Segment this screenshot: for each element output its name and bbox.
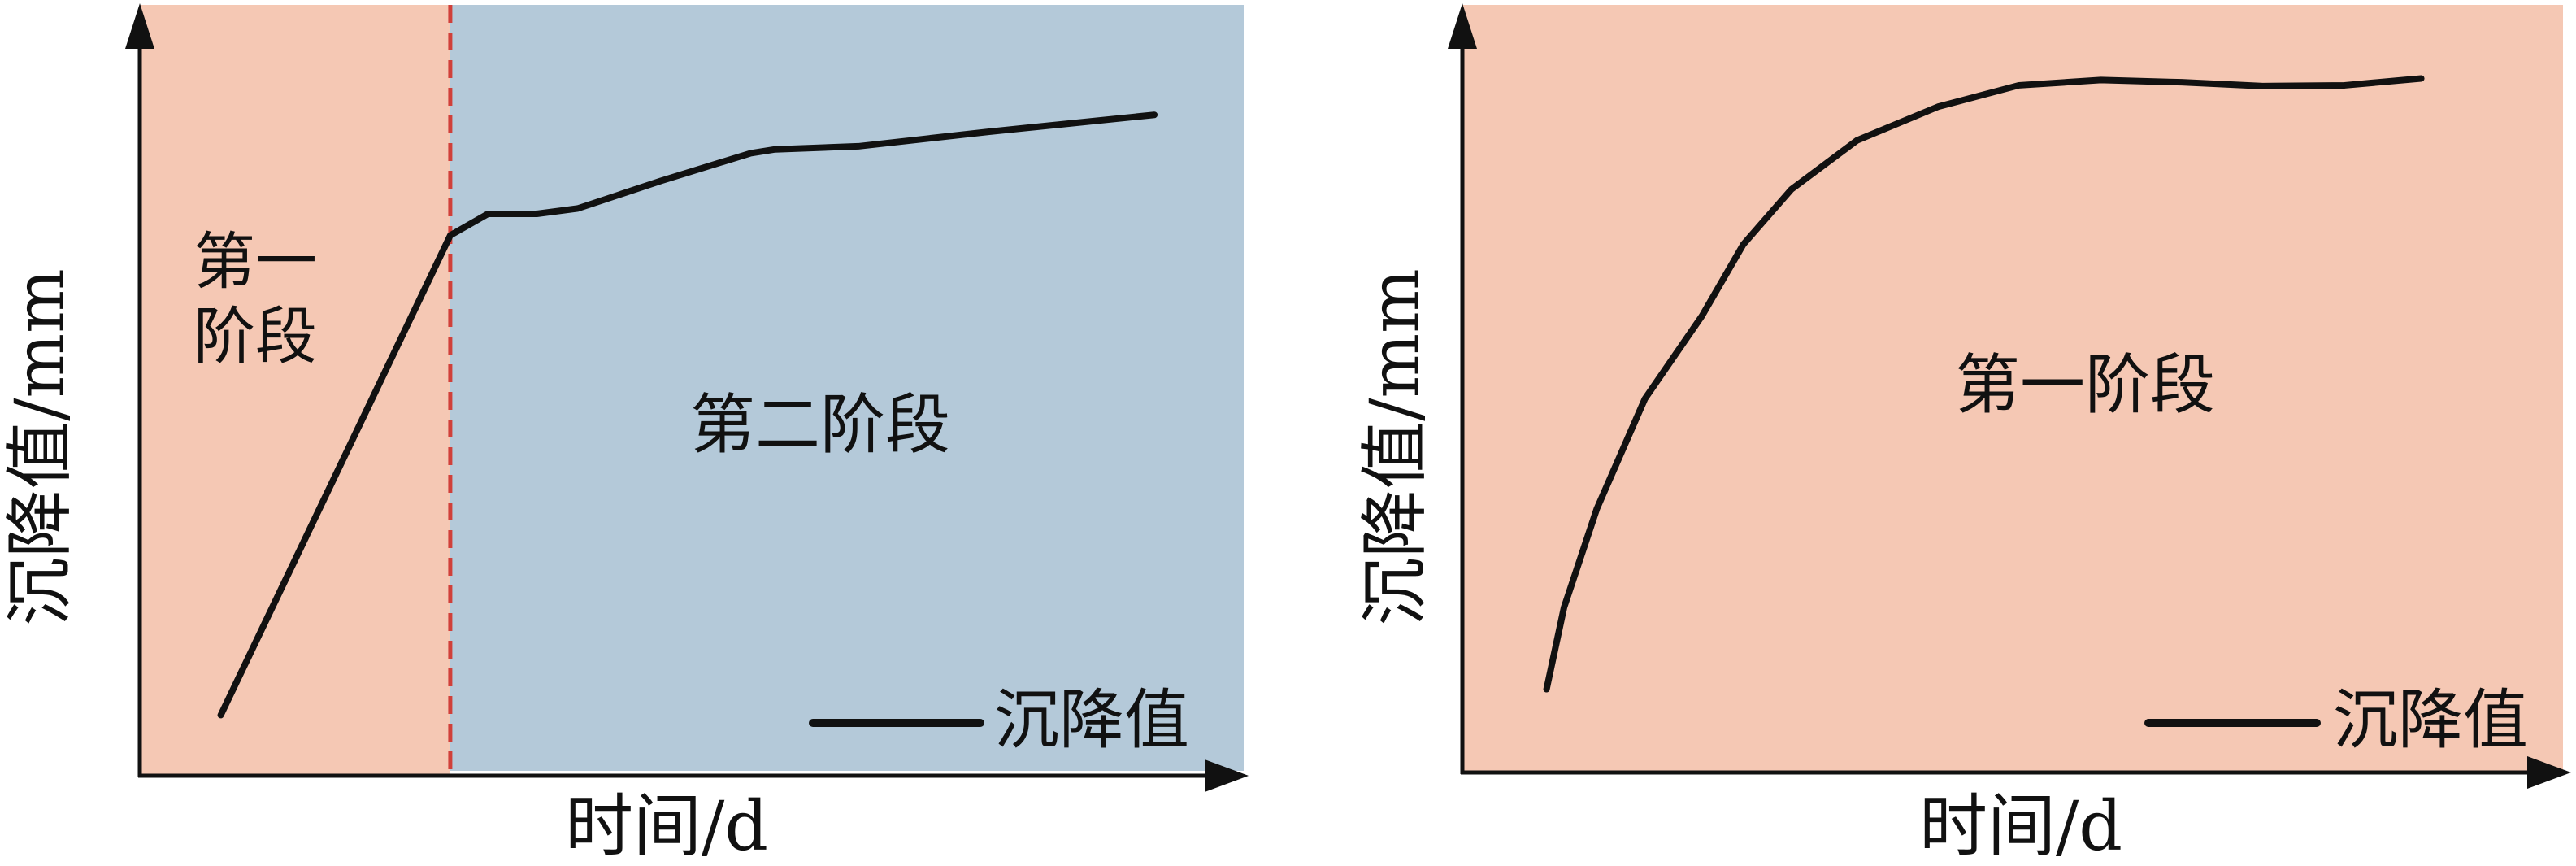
region-label-stage-one: 第一阶段 <box>1955 347 2215 423</box>
x-axis-arrow-icon <box>2527 756 2571 789</box>
stage-two-region <box>450 5 1244 771</box>
series-line-settlement <box>217 111 1158 719</box>
region-label-stage-two: 第二阶段 <box>690 387 950 463</box>
y-axis-label: 沉降值/mm <box>1355 268 1435 626</box>
x-axis-label: 时间/d <box>565 786 768 866</box>
legend-label: 沉降值 <box>2333 682 2528 758</box>
region-label-stage-one-line1: 第一 <box>193 225 317 298</box>
region-label-stage-one-line2: 阶段 <box>193 300 317 372</box>
stage-one-region <box>140 5 450 776</box>
series-line-settlement <box>1543 75 2425 693</box>
y-axis-label: 沉降值/mm <box>0 268 80 626</box>
y-axis-arrow-icon <box>1448 3 1477 49</box>
stage-one-region <box>1462 5 2563 772</box>
x-axis-arrow-icon <box>1205 759 1249 792</box>
y-axis-arrow-icon <box>125 3 154 49</box>
legend-label: 沉降值 <box>994 682 1189 758</box>
left-chart: 第一 阶段 第二阶段 沉降值 时间/d 沉降值/mm <box>0 3 1249 866</box>
x-axis-label: 时间/d <box>1919 786 2122 866</box>
right-chart: 第一阶段 沉降值 时间/d 沉降值/mm <box>1355 3 2571 866</box>
